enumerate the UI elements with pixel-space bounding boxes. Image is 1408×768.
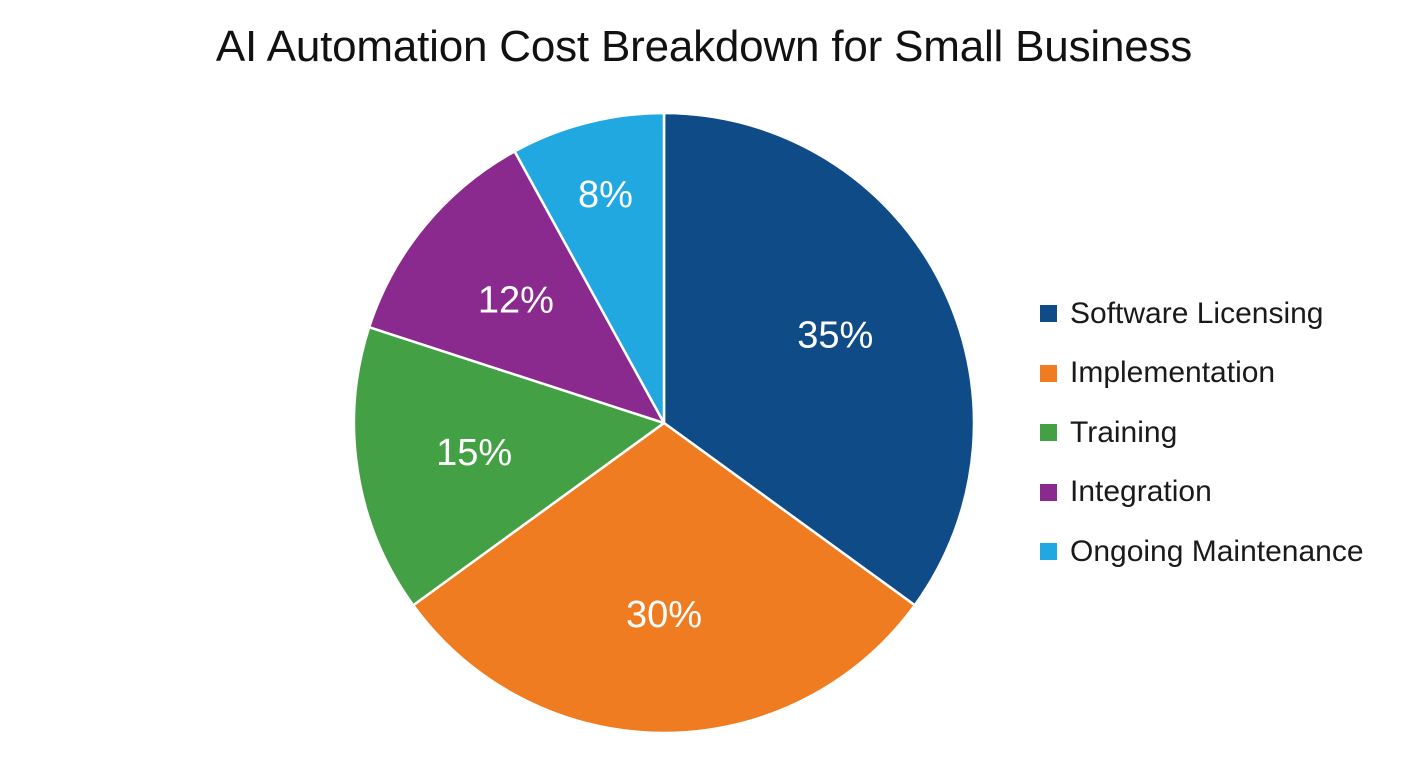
legend-item-training: Training — [1040, 403, 1364, 463]
chart-title: AI Automation Cost Breakdown for Small B… — [215, 22, 1193, 71]
chart-legend: Software Licensing Implementation Training… — [1040, 284, 1364, 582]
pie-slice-labels: 35% 30% 15% 12% 8% — [436, 174, 873, 636]
pie-slices — [352, 111, 976, 735]
slice-label-implementation: 30% — [626, 594, 702, 636]
legend-label: Implementation — [1070, 356, 1276, 390]
pie-slice-ongoing-maintenance — [513, 111, 666, 425]
legend-item-software-licensing: Software Licensing — [1040, 284, 1364, 344]
slice-label-software-licensing: 35% — [797, 315, 873, 357]
pie-slice-software-licensing — [662, 111, 976, 607]
legend-swatch — [1040, 543, 1057, 561]
slice-label-ongoing-maintenance: 8% — [578, 174, 633, 216]
slice-label-training: 15% — [436, 432, 512, 474]
legend-swatch — [1040, 305, 1057, 323]
pie-slice-implementation — [411, 421, 917, 735]
legend-label: Software Licensing — [1070, 296, 1324, 330]
legend-item-implementation: Implementation — [1040, 344, 1364, 404]
legend-label: Training — [1070, 415, 1178, 449]
legend-label: Ongoing Maintenance — [1070, 534, 1364, 568]
pie-slice-training — [352, 325, 666, 607]
legend-swatch — [1040, 483, 1057, 501]
legend-swatch — [1040, 364, 1057, 382]
legend-item-integration: Integration — [1040, 463, 1364, 523]
legend-item-ongoing-maintenance: Ongoing Maintenance — [1040, 522, 1364, 582]
legend-label: Integration — [1070, 475, 1212, 509]
pie-slice-integration — [367, 150, 666, 425]
slice-label-integration: 12% — [478, 279, 554, 321]
legend-swatch — [1040, 424, 1057, 442]
